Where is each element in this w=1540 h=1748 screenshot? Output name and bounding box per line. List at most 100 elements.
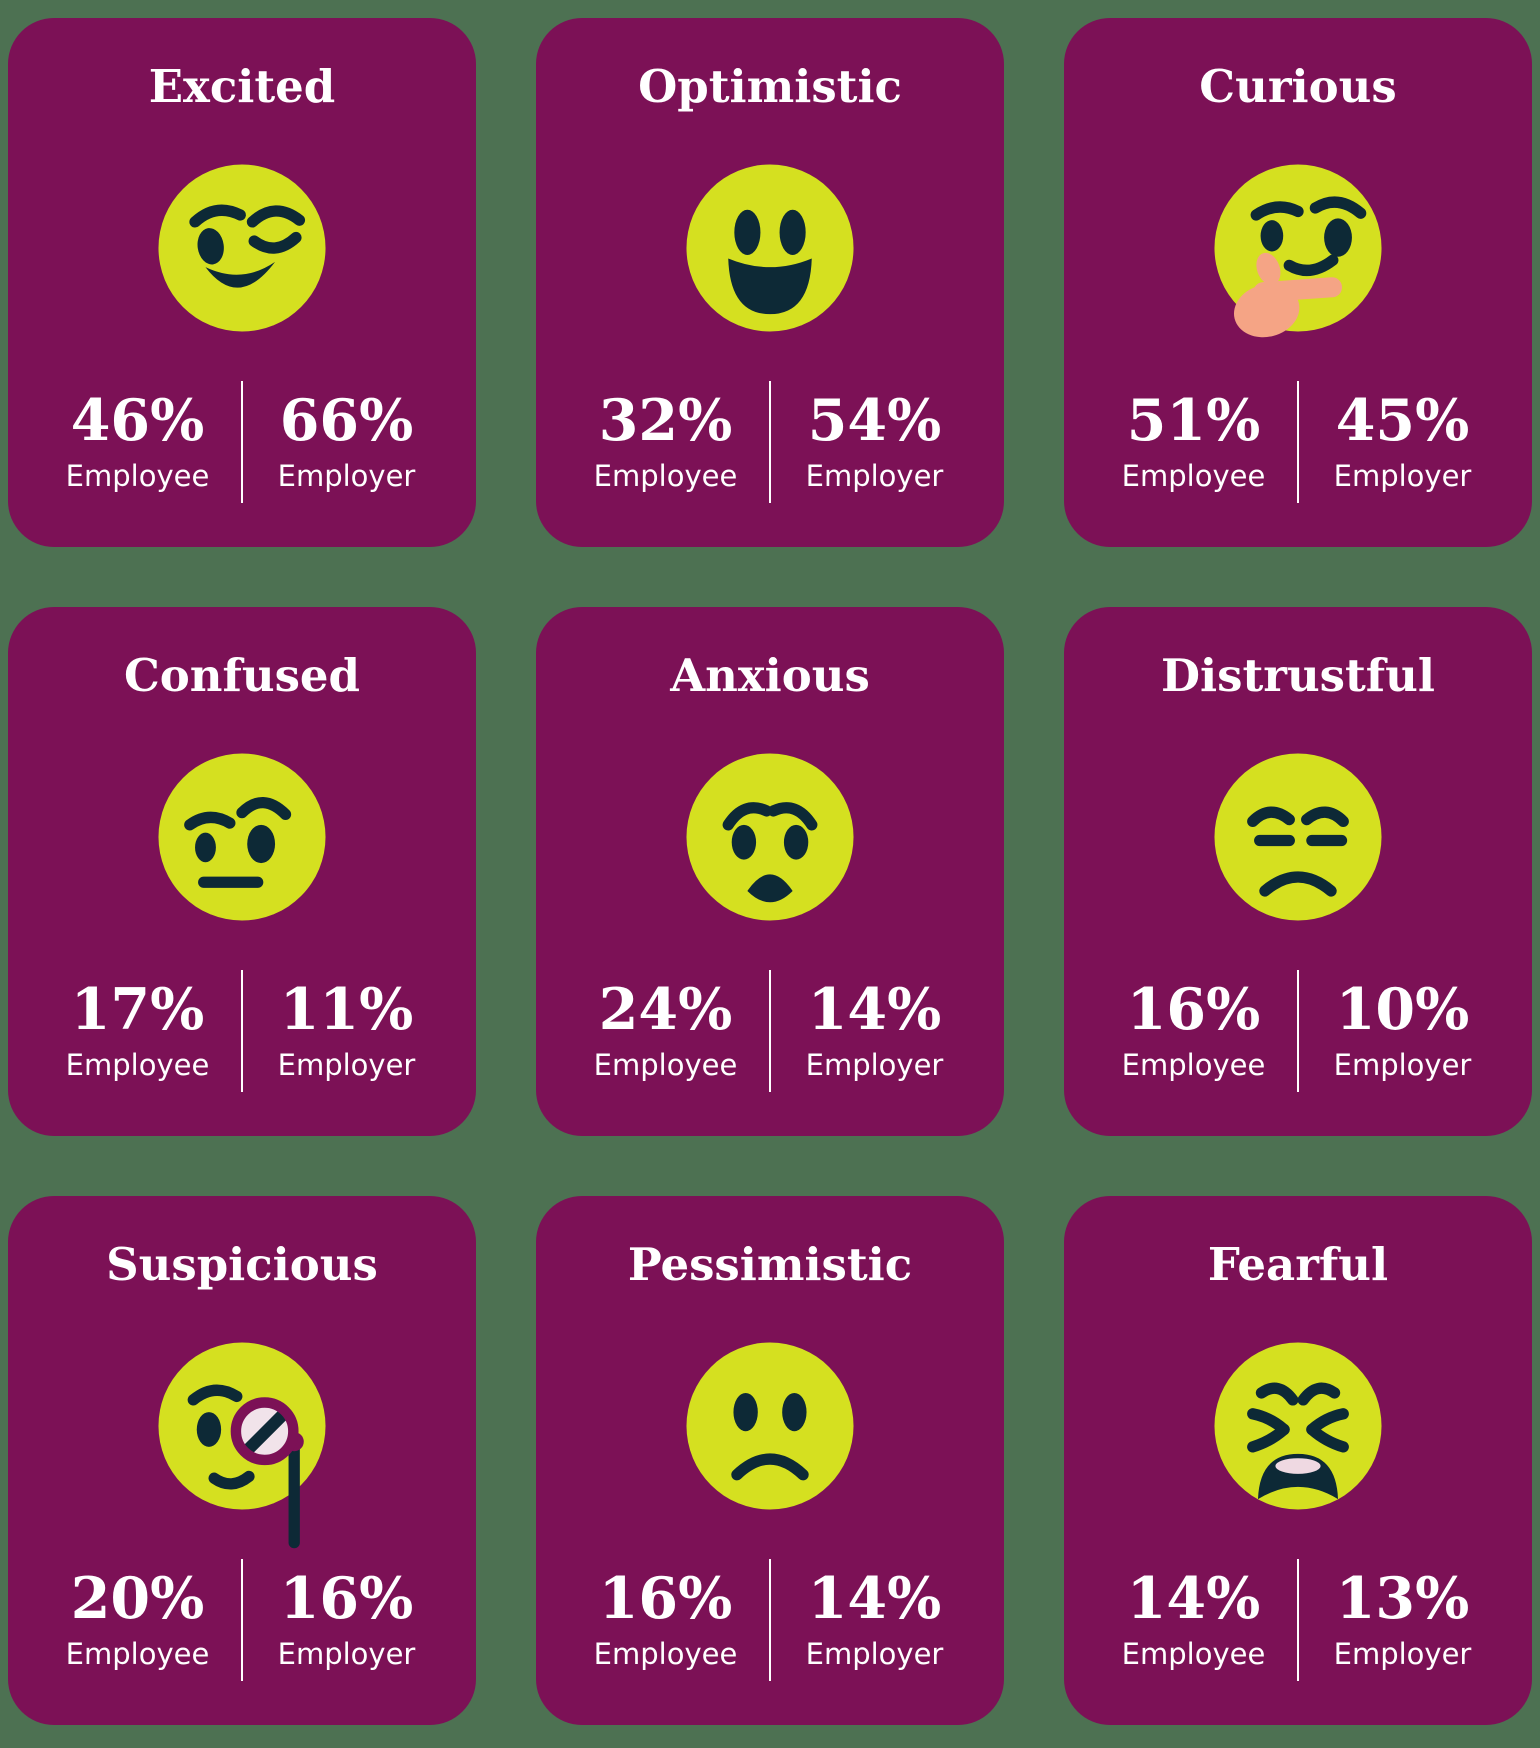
employee-percentage: 24% bbox=[598, 975, 733, 1043]
stats: 51% Employee 45% Employer bbox=[1064, 381, 1532, 503]
card-excited: Excited 46% Employee 66% Employer bbox=[8, 18, 476, 547]
employee-percentage: 17% bbox=[70, 975, 205, 1043]
employee-label: Employee bbox=[1121, 458, 1266, 493]
employer-stat: 13% Employer bbox=[1299, 1570, 1506, 1671]
employee-label: Employee bbox=[593, 1636, 738, 1671]
employer-percentage: 54% bbox=[807, 386, 942, 454]
employer-label: Employer bbox=[277, 1636, 416, 1671]
emotion-title: Pessimistic bbox=[627, 1238, 913, 1291]
employee-percentage: 46% bbox=[70, 386, 205, 454]
emotion-title: Confused bbox=[123, 649, 361, 702]
employee-stat: 46% Employee bbox=[34, 392, 241, 493]
employee-percentage: 14% bbox=[1126, 1564, 1261, 1632]
employer-label: Employer bbox=[1333, 1047, 1472, 1082]
employee-stat: 51% Employee bbox=[1090, 392, 1297, 493]
employee-label: Employee bbox=[65, 1636, 210, 1671]
stats: 17% Employee 11% Employer bbox=[8, 970, 476, 1092]
weary-face-icon bbox=[1214, 1341, 1382, 1510]
employee-label: Employee bbox=[65, 1047, 210, 1082]
employee-percentage: 20% bbox=[70, 1564, 205, 1632]
emotion-title: Suspicious bbox=[106, 1238, 378, 1291]
employer-stat: 54% Employer bbox=[771, 392, 978, 493]
employee-percentage: 16% bbox=[598, 1564, 733, 1632]
stat-divider bbox=[1297, 970, 1299, 1092]
employer-percentage: 11% bbox=[279, 975, 414, 1043]
employer-label: Employer bbox=[1333, 458, 1472, 493]
employee-label: Employee bbox=[593, 1047, 738, 1082]
employee-label: Employee bbox=[593, 458, 738, 493]
thinking-face-icon bbox=[1214, 163, 1382, 337]
stats: 20% Employee 16% Employer bbox=[8, 1559, 476, 1681]
emoji-area bbox=[155, 703, 329, 970]
worried-face-icon bbox=[686, 752, 854, 921]
employee-stat: 20% Employee bbox=[34, 1570, 241, 1671]
employer-stat: 14% Employer bbox=[771, 1570, 978, 1671]
employer-percentage: 13% bbox=[1335, 1564, 1470, 1632]
employee-label: Employee bbox=[1121, 1047, 1266, 1082]
card-fearful: Fearful 14% Employee 13% Emplo bbox=[1064, 1196, 1532, 1725]
employee-label: Employee bbox=[1121, 1636, 1266, 1671]
employee-stat: 32% Employee bbox=[562, 392, 769, 493]
emoji-area bbox=[683, 114, 857, 381]
employer-stat: 66% Employer bbox=[243, 392, 450, 493]
emotion-title: Optimistic bbox=[638, 60, 902, 113]
card-anxious: Anxious 24% Employee 14% Employer bbox=[536, 607, 1004, 1136]
employee-stat: 16% Employee bbox=[1090, 981, 1297, 1082]
stats: 46% Employee 66% Employer bbox=[8, 381, 476, 503]
stat-divider bbox=[241, 381, 243, 503]
employee-stat: 24% Employee bbox=[562, 981, 769, 1082]
employer-stat: 16% Employer bbox=[243, 1570, 450, 1671]
employee-percentage: 32% bbox=[598, 386, 733, 454]
stat-divider bbox=[241, 970, 243, 1092]
employee-stat: 14% Employee bbox=[1090, 1570, 1297, 1671]
stats: 16% Employee 10% Employer bbox=[1064, 970, 1532, 1092]
stat-divider bbox=[769, 1559, 771, 1681]
employer-percentage: 45% bbox=[1335, 386, 1470, 454]
emotion-title: Excited bbox=[148, 60, 336, 113]
emotion-title: Fearful bbox=[1207, 1238, 1389, 1291]
stats: 32% Employee 54% Employer bbox=[536, 381, 1004, 503]
stat-divider bbox=[769, 970, 771, 1092]
employee-stat: 16% Employee bbox=[562, 1570, 769, 1671]
emoji-area bbox=[155, 1292, 329, 1559]
employer-percentage: 14% bbox=[807, 1564, 942, 1632]
frowning-face-icon bbox=[686, 1341, 854, 1510]
emoji-area bbox=[155, 114, 329, 381]
employer-label: Employer bbox=[805, 1047, 944, 1082]
card-pessimistic: Pessimistic 16% Employee 14% Employer bbox=[536, 1196, 1004, 1725]
employer-stat: 45% Employer bbox=[1299, 392, 1506, 493]
monocle-face-icon bbox=[158, 1341, 326, 1548]
stats: 16% Employee 14% Employer bbox=[536, 1559, 1004, 1681]
thinking-hand bbox=[1233, 252, 1343, 337]
mouth-highlight bbox=[1275, 1457, 1321, 1474]
card-confused: Confused 17% Employee 11% Employer bbox=[8, 607, 476, 1136]
employee-percentage: 51% bbox=[1126, 386, 1261, 454]
unamused-face-icon bbox=[1214, 752, 1382, 921]
card-curious: Curious 51% Employee bbox=[1064, 18, 1532, 547]
emoji-area bbox=[1211, 703, 1385, 970]
employer-stat: 11% Employer bbox=[243, 981, 450, 1082]
employer-percentage: 66% bbox=[279, 386, 414, 454]
employer-percentage: 16% bbox=[279, 1564, 414, 1632]
card-suspicious: Suspicious 20% Employee bbox=[8, 1196, 476, 1725]
winking-face-icon bbox=[158, 163, 326, 332]
employee-percentage: 16% bbox=[1126, 975, 1261, 1043]
employer-label: Employer bbox=[1333, 1636, 1472, 1671]
stats: 14% Employee 13% Employer bbox=[1064, 1559, 1532, 1681]
employer-label: Employer bbox=[805, 458, 944, 493]
card-optimistic: Optimistic 32% Employee 54% Employer bbox=[536, 18, 1004, 547]
employer-label: Employer bbox=[805, 1636, 944, 1671]
emoji-area bbox=[1211, 114, 1385, 381]
card-distrustful: Distrustful 16% Employee 10% Employer bbox=[1064, 607, 1532, 1136]
stat-divider bbox=[1297, 381, 1299, 503]
employer-label: Employer bbox=[277, 458, 416, 493]
monocle-ring bbox=[230, 1396, 299, 1465]
employer-stat: 14% Employer bbox=[771, 981, 978, 1082]
emoji-area bbox=[683, 703, 857, 970]
employer-label: Employer bbox=[277, 1047, 416, 1082]
grinning-face-icon bbox=[686, 163, 854, 332]
raised-eyebrow-face-icon bbox=[158, 752, 326, 921]
employee-label: Employee bbox=[65, 458, 210, 493]
emotion-title: Distrustful bbox=[1161, 649, 1435, 702]
